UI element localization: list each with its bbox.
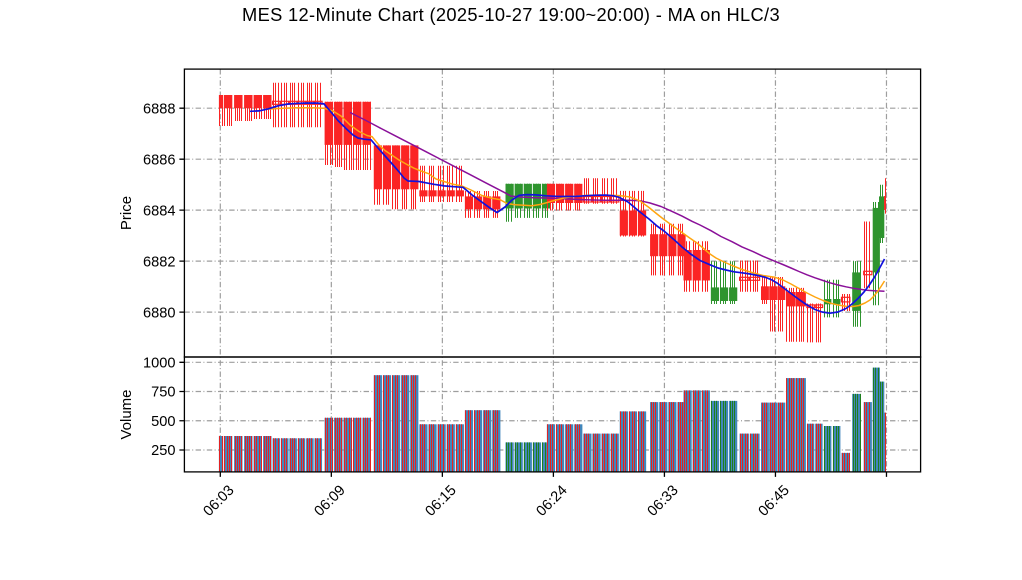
svg-text:MES 12-Minute Chart (2025-10-2: MES 12-Minute Chart (2025-10-27 19:00~20…	[242, 4, 780, 25]
svg-text:6884: 6884	[143, 203, 175, 219]
svg-text:6888: 6888	[143, 101, 175, 117]
svg-text:6882: 6882	[143, 254, 175, 270]
svg-text:750: 750	[151, 385, 175, 401]
svg-text:Volume: Volume	[118, 389, 135, 439]
svg-text:6886: 6886	[143, 152, 175, 168]
svg-text:6880: 6880	[143, 305, 175, 321]
svg-text:Price: Price	[118, 196, 135, 230]
svg-text:250: 250	[151, 443, 175, 459]
svg-text:500: 500	[151, 414, 175, 430]
svg-text:1000: 1000	[143, 356, 175, 372]
